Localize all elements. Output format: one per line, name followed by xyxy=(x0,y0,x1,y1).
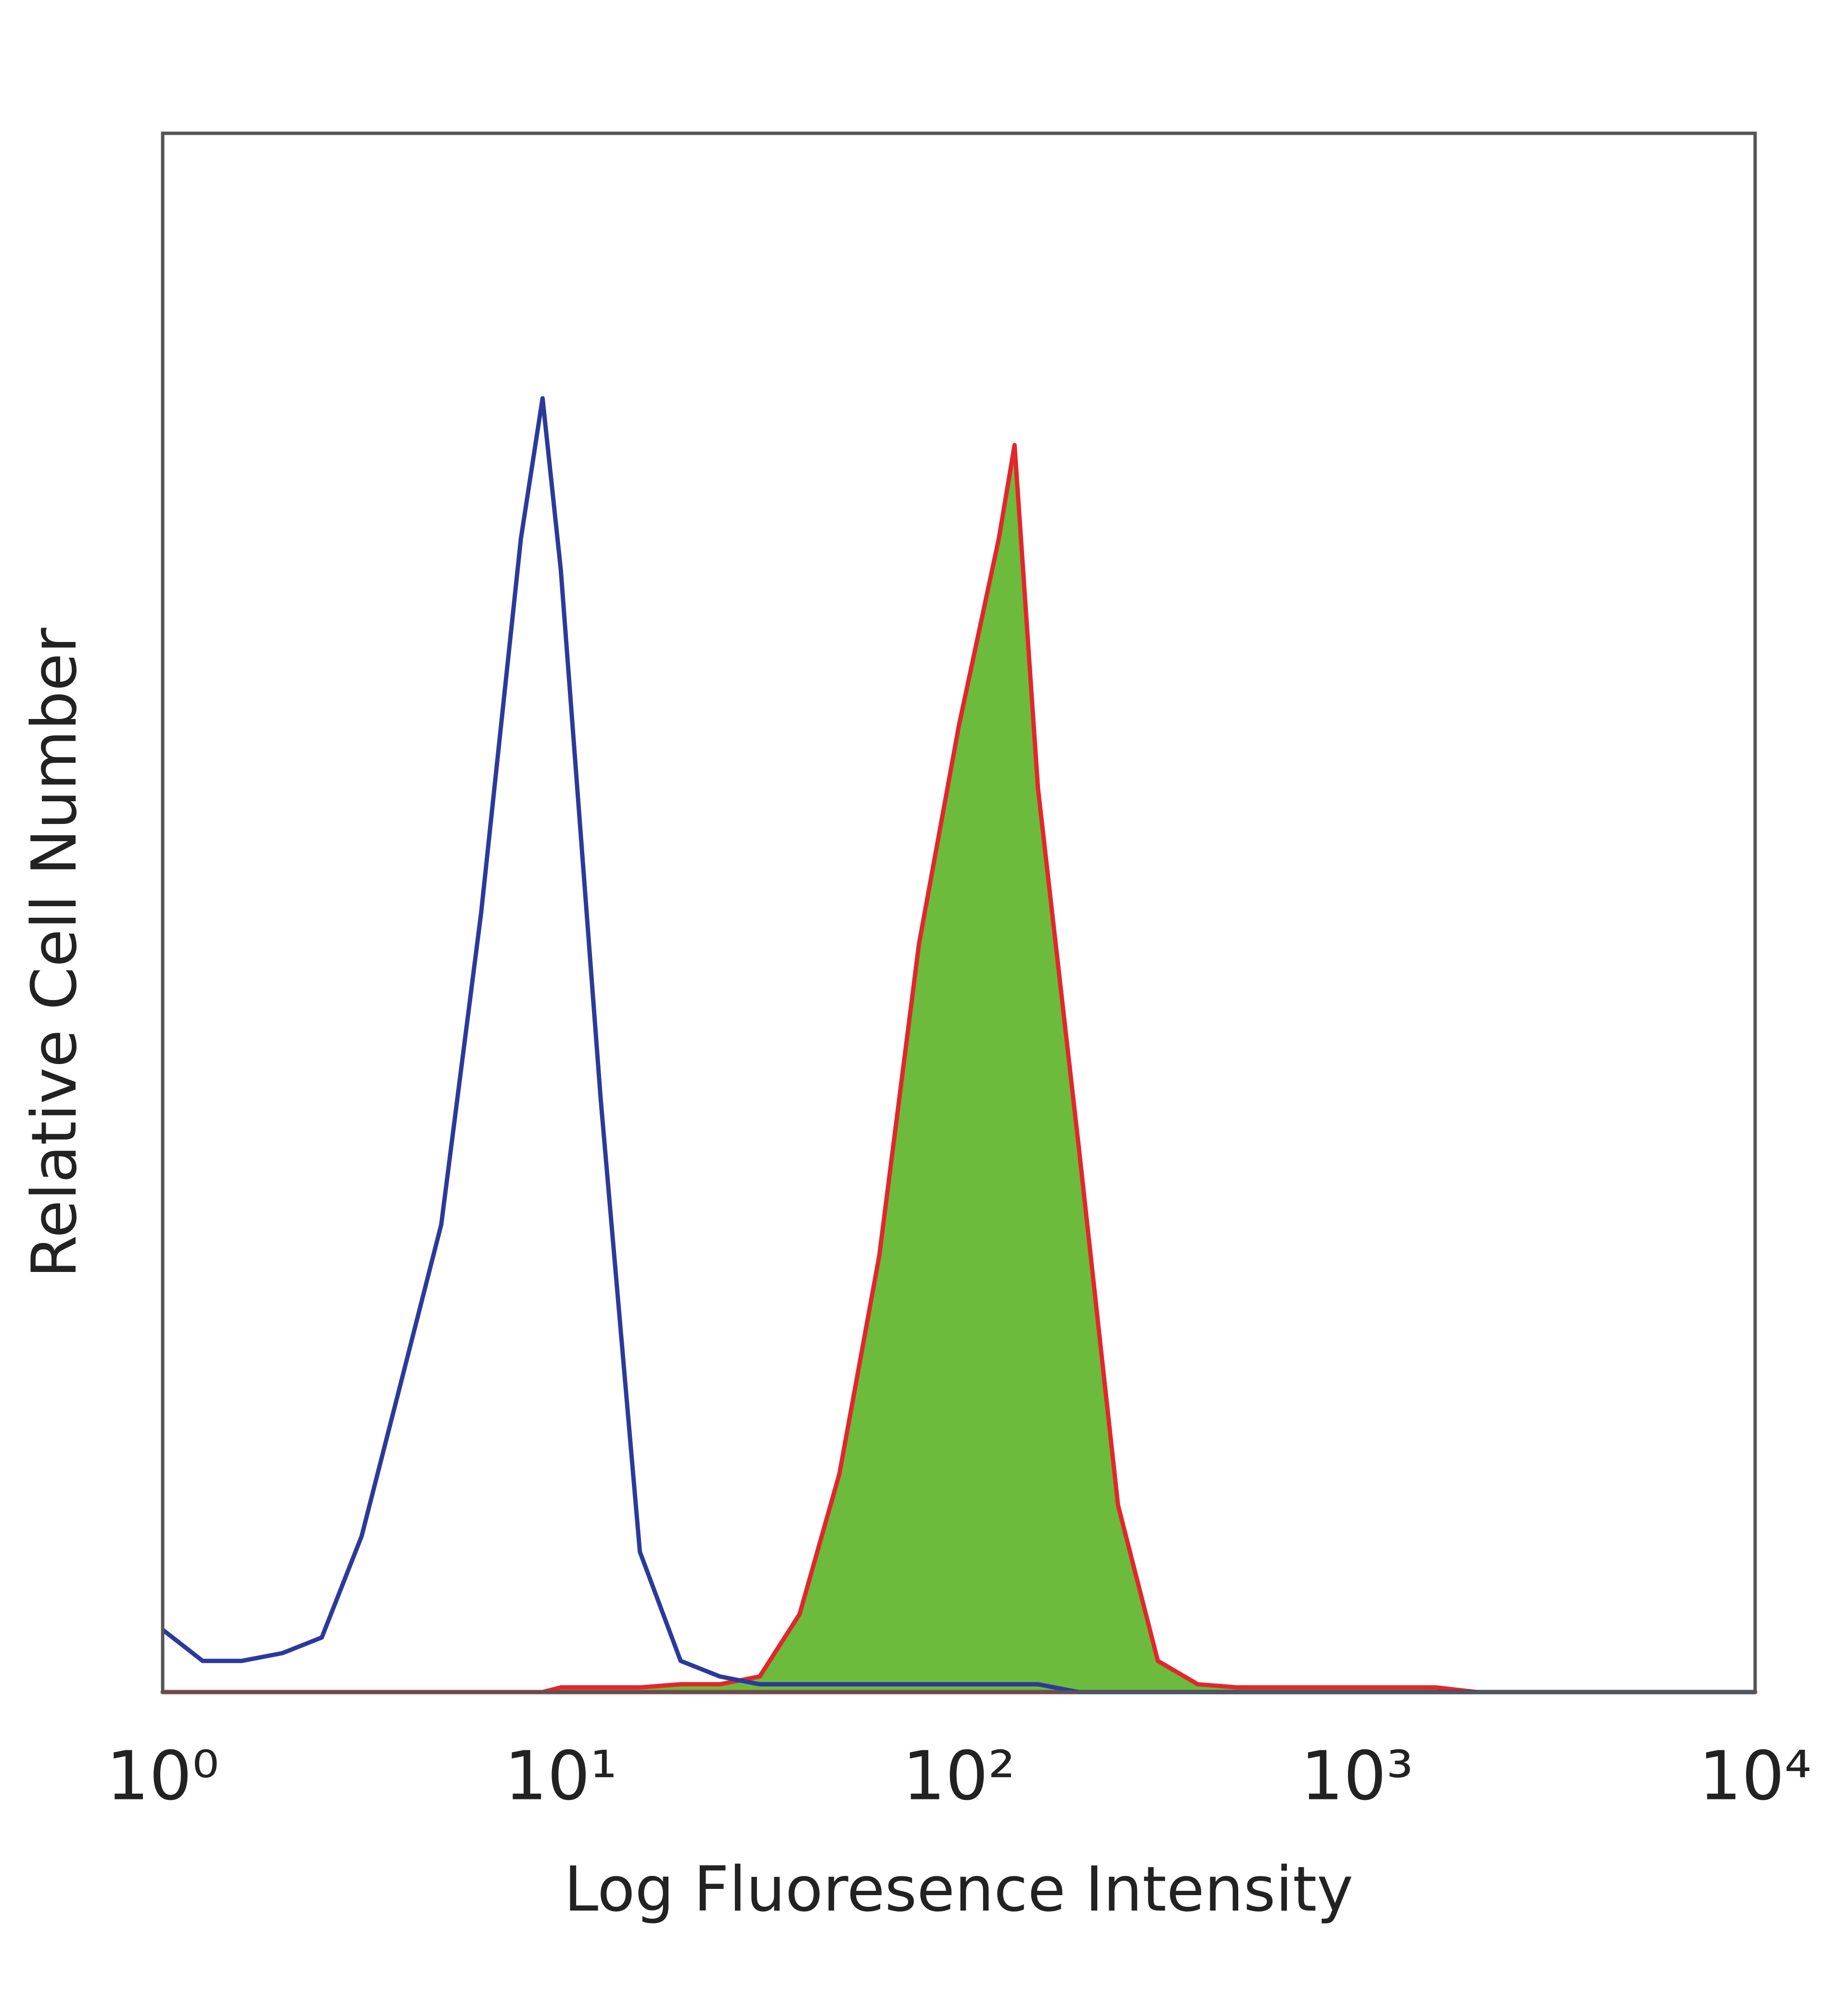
x-tick-label: 10² xyxy=(902,1737,1015,1816)
x-tick-label: 10⁰ xyxy=(106,1737,219,1816)
histogram-area xyxy=(160,443,1758,1694)
x-tick-label: 10¹ xyxy=(504,1737,617,1816)
x-axis-label: Log Fluoresence Intensity xyxy=(564,1854,1353,1925)
x-tick-label: 10⁴ xyxy=(1699,1737,1811,1816)
plot-frame xyxy=(161,131,1757,1694)
y-axis-label: Relative Cell Number xyxy=(19,628,90,1278)
x-tick-label: 10³ xyxy=(1301,1737,1413,1816)
